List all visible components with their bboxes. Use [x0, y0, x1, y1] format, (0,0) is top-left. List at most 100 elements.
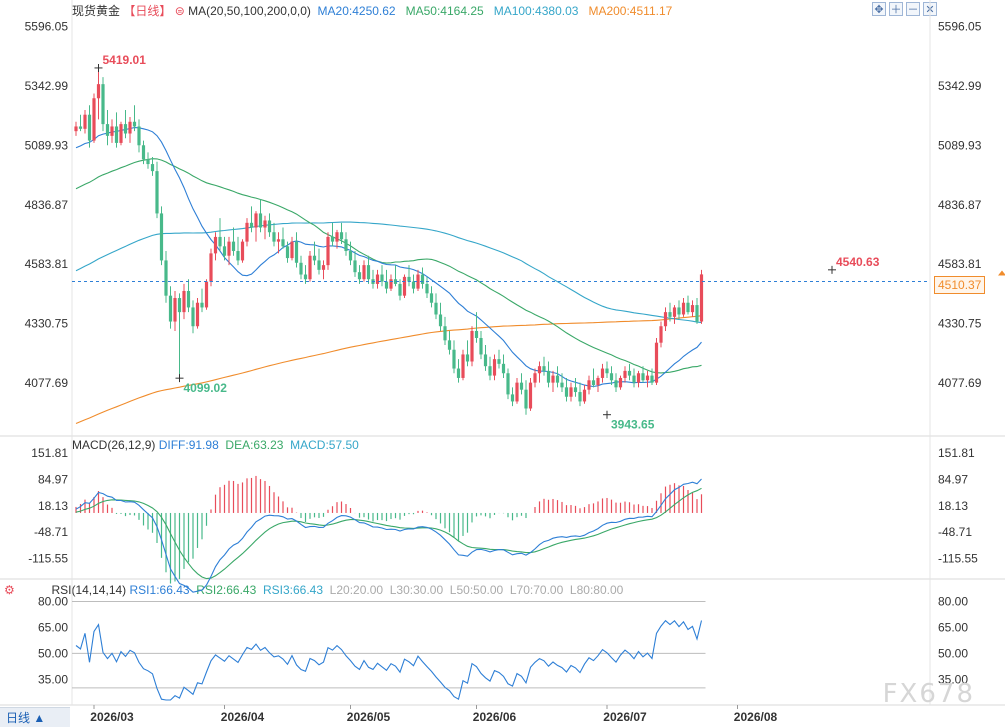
- candle-body: [74, 126, 78, 132]
- candle-body: [650, 375, 654, 383]
- candle-body: [258, 213, 263, 228]
- candle-body: [429, 293, 434, 303]
- candle-body: [335, 232, 339, 242]
- price-tick-label-right: 4583.81: [938, 257, 982, 271]
- period-select-button[interactable]: 日线 ▲: [0, 707, 70, 727]
- candle-body: [159, 213, 164, 261]
- macd-tick-label-right: -48.71: [938, 525, 972, 539]
- price-tick-label-right: 5596.05: [938, 19, 982, 33]
- candle-body: [344, 239, 348, 252]
- extreme-label: 4099.02: [184, 381, 228, 395]
- time-tick-label: 2026/06: [473, 710, 517, 724]
- candle-body: [222, 246, 227, 256]
- candle-body: [218, 236, 222, 247]
- macd-value: MACD:57.50: [290, 438, 359, 452]
- candle-body: [551, 375, 555, 383]
- candle-body: [114, 126, 119, 143]
- candle-body: [128, 121, 132, 134]
- macd-legend: MACD(26,12,9) DIFF:91.98 DEA:63.23 MACD:…: [72, 438, 359, 452]
- settings-icon[interactable]: ⊜: [174, 4, 185, 18]
- candle-body: [204, 281, 209, 308]
- candle-body: [240, 241, 245, 261]
- candle-body: [695, 305, 699, 322]
- rsi-l80: L80:80.00: [569, 583, 624, 597]
- fullscreen-icon[interactable]: ✥: [872, 2, 886, 16]
- candle-body: [434, 302, 438, 315]
- candle-body: [465, 354, 470, 362]
- candle-body: [375, 274, 380, 284]
- rsi-tick-label-left: 35.00: [38, 672, 68, 686]
- candle-body: [177, 298, 182, 313]
- candle-body: [591, 380, 596, 385]
- candle-body: [416, 274, 420, 289]
- macd-tick-label-right: -115.55: [938, 551, 978, 565]
- candle-body: [479, 337, 483, 355]
- candle-body: [182, 290, 186, 313]
- extreme-label: 5419.01: [103, 53, 147, 67]
- candle-body: [699, 274, 704, 322]
- current-price-tag: 4510.37: [934, 276, 986, 294]
- rsi-tick-label-left: 80.00: [38, 594, 68, 608]
- candle-body: [587, 380, 591, 390]
- candle-body: [78, 126, 83, 129]
- time-tick-label: 2026/03: [90, 710, 134, 724]
- macd-tick-label-right: 84.97: [938, 472, 968, 486]
- rsi-l70: L70:70.00: [509, 583, 564, 597]
- candle-body: [281, 239, 285, 247]
- zoom-in-icon[interactable]: ＋: [889, 2, 903, 16]
- candle-body: [411, 281, 416, 289]
- candle-body: [119, 124, 123, 143]
- extreme-label: 4540.63: [836, 255, 880, 269]
- watermark: FX678: [882, 679, 975, 709]
- rsi-tick-label-right: 35.00: [938, 672, 968, 686]
- macd-dea: DEA:63.23: [225, 438, 284, 452]
- candle-body: [263, 220, 267, 228]
- candle-body: [677, 307, 681, 315]
- candle-body: [533, 373, 537, 383]
- candle-body: [641, 373, 645, 381]
- rsi-tick-label-left: 65.00: [38, 620, 68, 634]
- price-tick-label-right: 4077.69: [938, 376, 982, 390]
- rsi1-value: RSI1:66.43: [129, 583, 190, 597]
- time-tick-label: 2026/07: [603, 710, 647, 724]
- candle-body: [92, 98, 96, 141]
- candle-body: [366, 265, 371, 280]
- candle-body: [123, 124, 128, 134]
- candle-body: [438, 314, 443, 327]
- ma20-line: [75, 127, 702, 388]
- candle-body: [407, 276, 411, 282]
- candle-body: [519, 382, 524, 390]
- ma20-value: MA20:4250.62: [317, 4, 396, 18]
- price-tick-label-left: 4836.87: [25, 198, 69, 212]
- time-tick-label: 2026/08: [734, 710, 778, 724]
- ma50-line: [75, 158, 702, 374]
- macd-tick-label-left: 151.81: [31, 446, 68, 460]
- candle-body: [209, 253, 213, 282]
- candle-body: [501, 363, 506, 374]
- price-tick-label-left: 4077.69: [25, 376, 69, 390]
- zoom-out-icon[interactable]: －: [906, 2, 920, 16]
- candle-body: [200, 302, 204, 308]
- candle-body: [132, 121, 137, 127]
- time-tick-label: 2026/05: [347, 710, 391, 724]
- candle-body: [605, 368, 609, 374]
- candle-body: [299, 262, 303, 275]
- candle-body: [231, 241, 236, 252]
- candle-body: [582, 389, 587, 402]
- price-marker-icon: [998, 270, 1005, 276]
- macd-diff: DIFF:91.98: [158, 438, 219, 452]
- candle-body: [353, 260, 357, 273]
- rsi-legend: ⚙ RSI(14,14,14) RSI1:66.43 RSI2:66.43 RS…: [4, 583, 623, 597]
- rsi-settings-icon[interactable]: ⚙: [4, 583, 15, 597]
- period-label: 【日线】: [123, 4, 172, 18]
- candle-body: [573, 387, 578, 393]
- rsi-tick-label-left: 50.00: [38, 646, 68, 660]
- candle-body: [398, 283, 402, 296]
- candle-body: [645, 375, 650, 381]
- rsi-label: RSI(14,14,14): [51, 583, 127, 597]
- candle-body: [470, 330, 474, 362]
- candle-body: [686, 302, 690, 313]
- candle-body: [546, 370, 551, 383]
- ma-label: MA(20,50,100,200,0,0): [188, 4, 311, 18]
